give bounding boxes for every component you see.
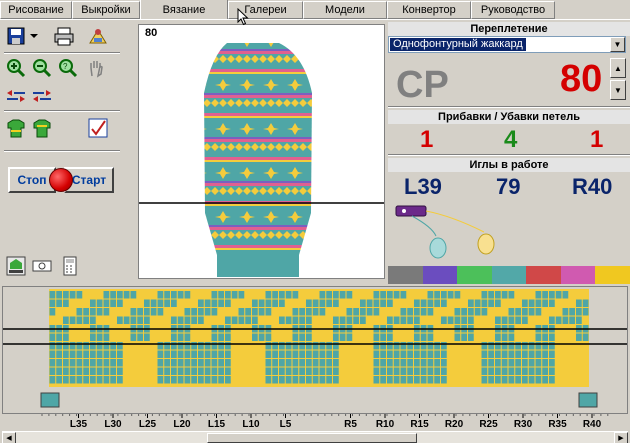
palette-swatch[interactable]: [388, 266, 423, 284]
needle-right: R40: [572, 174, 613, 199]
chart-check-icon[interactable]: [86, 116, 110, 140]
status-light-icon: [49, 168, 73, 192]
carriage-code: CP: [396, 64, 449, 106]
mouse-cursor-icon: [237, 8, 249, 26]
ruler-label-left: L20: [173, 419, 191, 430]
shift-left-icon[interactable]: [4, 84, 28, 108]
ruler-label-left: L35: [70, 419, 88, 430]
needle-bed-view[interactable]: [2, 286, 628, 414]
zoom-fit-icon[interactable]: ?: [56, 56, 80, 80]
banknote-icon[interactable]: [30, 254, 54, 278]
tab-6[interactable]: Руководство: [471, 1, 555, 19]
tab-0[interactable]: Рисование: [0, 1, 72, 19]
panel-separator: [388, 154, 630, 156]
row-down-icon[interactable]: ▼: [610, 80, 626, 100]
ruler-label-right: R10: [376, 419, 395, 430]
incdec-title: Прибавки / Убавки петель: [388, 110, 630, 124]
row-up-icon[interactable]: ▲: [610, 58, 626, 78]
garment-preview[interactable]: 80: [138, 24, 385, 279]
toolbar-separator: [4, 110, 120, 112]
hand-pan-icon[interactable]: [84, 56, 108, 80]
ruler-label-right: R35: [548, 419, 567, 430]
interlace-title: Переплетение: [388, 22, 630, 36]
knit-garment-icon[interactable]: [4, 116, 28, 140]
ruler-label-right: R25: [479, 419, 498, 430]
ruler-label-left: L10: [242, 419, 260, 430]
tab-4[interactable]: Модели: [303, 1, 387, 19]
toolbar-separator: [4, 52, 120, 54]
tab-1[interactable]: Выкройки: [72, 1, 140, 19]
left-toolbar: ? Стоп Старт: [2, 22, 134, 282]
svg-text:?: ?: [63, 62, 68, 71]
calculator-icon[interactable]: [58, 254, 82, 278]
ruler-label-left: L5: [280, 419, 292, 430]
ruler-label-left: L15: [208, 419, 226, 430]
stitch-grid: [3, 287, 627, 413]
needle-left: L39: [404, 174, 442, 199]
knit-garment-alt-icon[interactable]: [30, 116, 54, 140]
stop-start-control: Стоп Старт: [8, 164, 114, 196]
printer-icon[interactable]: [52, 24, 76, 48]
save-dropdown-chevron-icon[interactable]: [28, 24, 40, 48]
preview-row-label: 80: [145, 27, 158, 39]
increase-left: 1: [420, 126, 434, 153]
ruler-label-right: R15: [410, 419, 429, 430]
yarn-feeder-icon: [395, 205, 495, 259]
ruler-label-left: L30: [104, 419, 122, 430]
scroll-left-icon[interactable]: ◀: [2, 432, 16, 443]
left-needle-marker: [40, 392, 60, 408]
palette-swatch[interactable]: [560, 266, 596, 284]
ruler-label-right: R40: [583, 419, 602, 430]
palette-swatch[interactable]: [422, 266, 458, 284]
tab-2[interactable]: Вязание: [140, 0, 228, 19]
carriage-settings-icon[interactable]: [4, 254, 28, 278]
increase-middle: 4: [504, 126, 518, 153]
interlace-select-value: Однофонтурный жаккард: [390, 38, 526, 51]
tab-bar: Рисование Выкройки Вязание Галереи Модели Кон…: [0, 0, 630, 20]
ruler-label-left: L25: [139, 419, 157, 430]
increase-right: 1: [590, 126, 604, 153]
palette-swatch[interactable]: [491, 266, 527, 284]
zoom-out-icon[interactable]: [30, 56, 54, 80]
interlace-select[interactable]: Однофонтурный жаккард ▼: [388, 36, 626, 53]
palette-swatch[interactable]: [526, 266, 561, 284]
row-number: 80: [560, 58, 603, 100]
ruler-label-right: R5: [344, 419, 357, 430]
tab-5[interactable]: Конвертор: [387, 1, 471, 19]
horizontal-scrollbar[interactable]: ◀ ▶: [2, 431, 628, 443]
tab-3[interactable]: Галереи: [228, 1, 303, 19]
ruler-label-right: R20: [445, 419, 464, 430]
needle-ruler: L35 L30 L25 L20 L15 L10 L5 R5 R10 R15 R20 R25 R30 R35…: [2, 414, 628, 430]
needle-count: 79: [496, 174, 521, 199]
color-palette[interactable]: [388, 266, 630, 284]
palette-swatch[interactable]: [595, 266, 630, 284]
shift-right-icon[interactable]: [30, 84, 54, 108]
scroll-right-icon[interactable]: ▶: [614, 432, 628, 443]
toolbar-separator: [4, 150, 120, 152]
scroll-thumb[interactable]: [207, 433, 417, 443]
palette-swatch[interactable]: [457, 266, 492, 284]
panel-separator: [388, 106, 630, 108]
stitch-area: [49, 289, 589, 387]
zoom-in-icon[interactable]: [4, 56, 28, 80]
right-needle-marker: [578, 392, 598, 408]
save-disk-icon[interactable]: [4, 24, 28, 48]
sweater-preview-image: [139, 43, 384, 277]
chevron-down-icon[interactable]: ▼: [610, 37, 625, 52]
pattern-wizard-icon[interactable]: [86, 24, 110, 48]
needles-title: Иглы в работе: [388, 158, 630, 172]
ruler-label-right: R30: [514, 419, 533, 430]
needle-ruler-scale: L35 L30 L25 L20 L15 L10 L5 R5 R10 R15 R20 R25 R30 R35…: [41, 414, 609, 430]
